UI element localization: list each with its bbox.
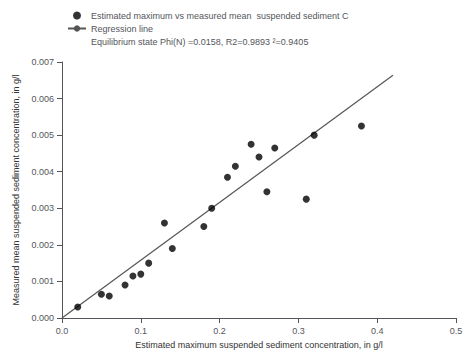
- svg-text:0.1: 0.1: [135, 326, 148, 336]
- svg-text:0.000: 0.000: [31, 313, 54, 323]
- svg-text:Measured mean suspended sedime: Measured mean suspended sediment concent…: [11, 74, 21, 305]
- svg-text:0.4: 0.4: [371, 326, 384, 336]
- svg-text:0.5: 0.5: [450, 326, 463, 336]
- svg-text:0.2: 0.2: [213, 326, 226, 336]
- svg-text:Estimated maximum vs measured: Estimated maximum vs measured mean suspe…: [91, 11, 349, 21]
- svg-text:0.001: 0.001: [31, 276, 54, 286]
- svg-text:0.004: 0.004: [31, 167, 54, 177]
- svg-text:0.006: 0.006: [31, 94, 54, 104]
- svg-text:0.0: 0.0: [56, 326, 69, 336]
- svg-text:0.3: 0.3: [292, 326, 305, 336]
- svg-text:0.003: 0.003: [31, 203, 54, 213]
- svg-text:Regression line: Regression line: [91, 24, 153, 34]
- svg-text:0.007: 0.007: [31, 57, 54, 67]
- svg-text:Equilibrium state Phi(N) =0.01: Equilibrium state Phi(N) =0.0158, R2=0.9…: [91, 37, 308, 47]
- svg-text:0.002: 0.002: [31, 240, 54, 250]
- svg-text:Estimated maximum suspended se: Estimated maximum suspended sediment con…: [135, 340, 383, 350]
- svg-text:0.005: 0.005: [31, 130, 54, 140]
